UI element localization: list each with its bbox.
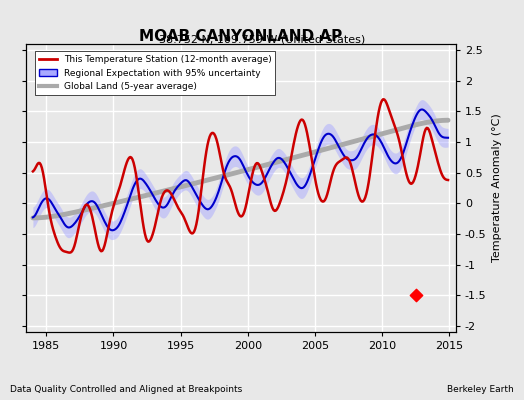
Y-axis label: Temperature Anomaly (°C): Temperature Anomaly (°C) — [492, 114, 502, 262]
Text: 38.752 N, 109.759 W (United States): 38.752 N, 109.759 W (United States) — [159, 34, 365, 44]
Text: Data Quality Controlled and Aligned at Breakpoints: Data Quality Controlled and Aligned at B… — [10, 385, 243, 394]
Text: Berkeley Earth: Berkeley Earth — [447, 385, 514, 394]
Legend: This Temperature Station (12-month average), Regional Expectation with 95% uncer: This Temperature Station (12-month avera… — [35, 51, 275, 95]
Point — [411, 292, 420, 298]
Title: MOAB CANYONLAND AP: MOAB CANYONLAND AP — [139, 29, 343, 44]
